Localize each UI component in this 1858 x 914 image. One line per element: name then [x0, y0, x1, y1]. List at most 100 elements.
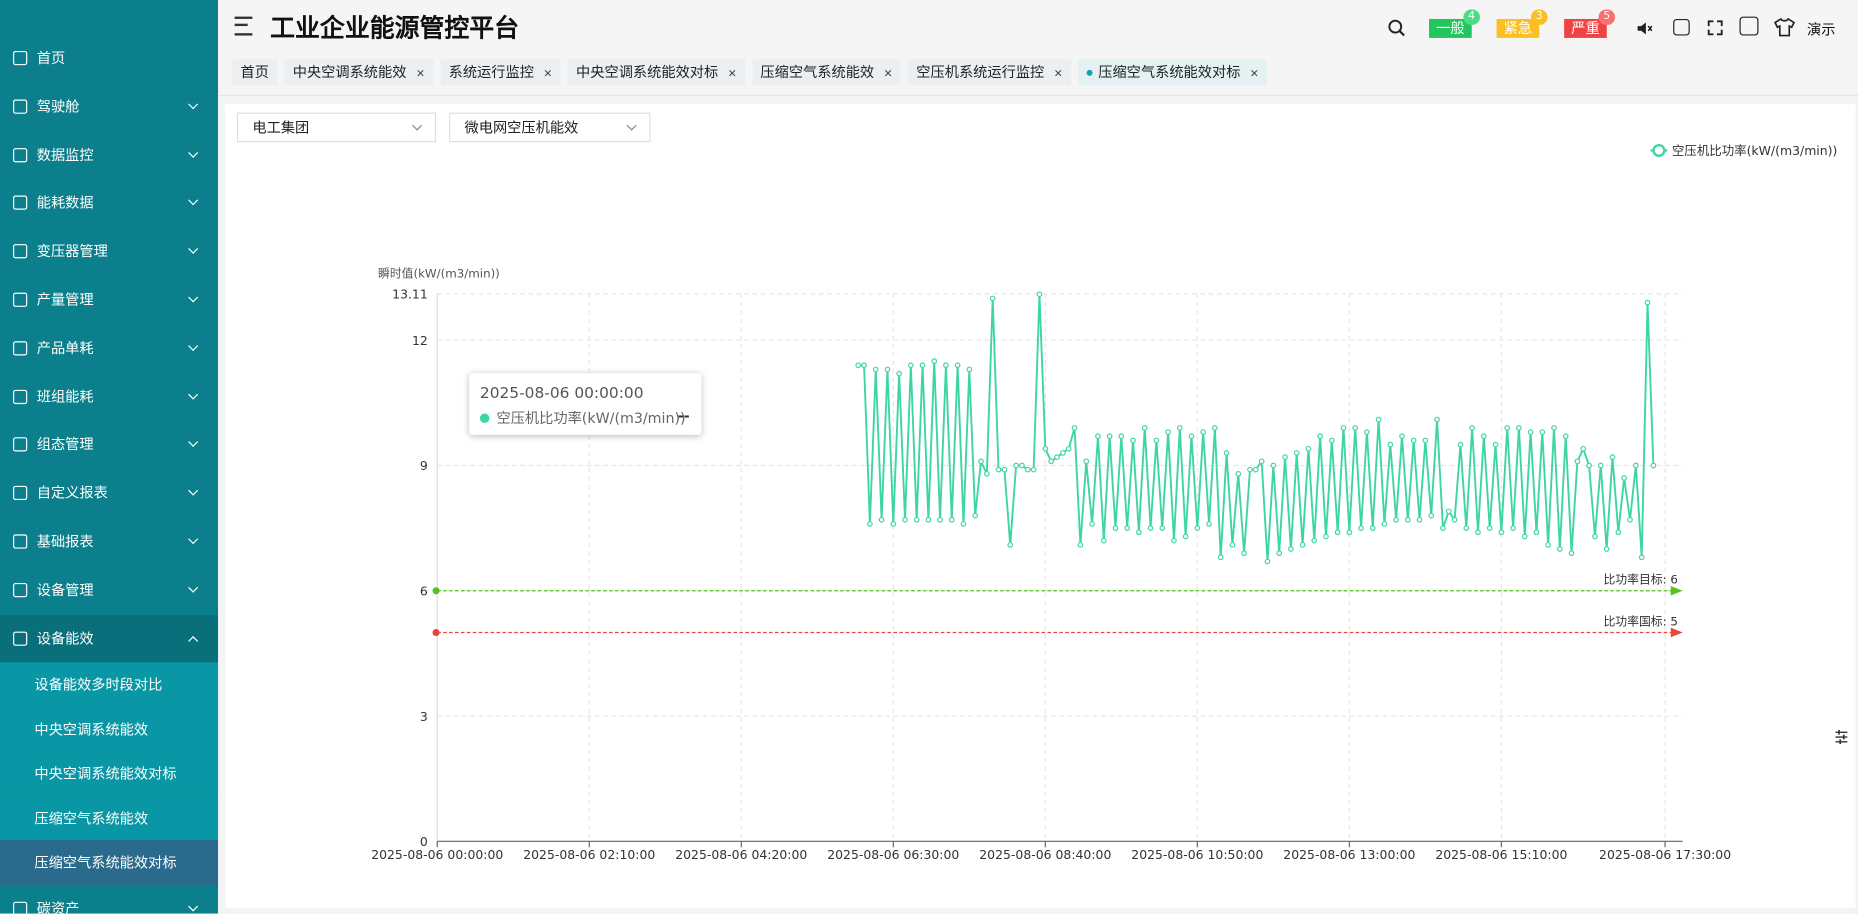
menu-item[interactable]: 产品单耗	[0, 324, 218, 371]
data-point	[1422, 437, 1429, 444]
data-point	[1229, 541, 1236, 548]
data-point	[1024, 466, 1031, 473]
mark-line-start	[432, 587, 440, 595]
data-point	[1440, 525, 1446, 531]
submenu-item[interactable]: 压缩空气系统能效	[0, 795, 219, 841]
menu-item[interactable]: 变压器管理	[0, 228, 218, 275]
tab-close[interactable]: ✕	[1053, 68, 1063, 81]
tooltip: 2025-08-06 00:00:00 空压机比功率(kW/(m3/min)) …	[469, 373, 702, 435]
menu-label: 自定义报表	[36, 484, 108, 502]
tab[interactable]: 中央空调系统能效对标 ✕	[567, 59, 745, 86]
tab[interactable]: 压缩空气系统能效对标 ✕	[1078, 59, 1268, 86]
data-point	[1176, 425, 1183, 431]
data-point	[1217, 554, 1224, 561]
menu-item[interactable]: 设备管理	[0, 566, 218, 613]
data-point	[878, 516, 885, 523]
search-icon[interactable]	[1388, 19, 1407, 38]
menu-item[interactable]: 首页	[0, 34, 218, 81]
data-point	[1416, 516, 1423, 523]
data-point	[1048, 458, 1055, 465]
fullscreen-icon[interactable]	[1707, 20, 1723, 36]
menu-item[interactable]: 设备能效	[0, 614, 219, 662]
data-point	[872, 366, 879, 373]
data-point	[1346, 529, 1353, 536]
data-point	[902, 516, 908, 523]
tab-close[interactable]: ✕	[727, 68, 737, 81]
alarm-badge[interactable]: 一般 4	[1429, 9, 1481, 38]
data-point	[1516, 425, 1522, 431]
menu-item[interactable]: 能耗数据	[0, 179, 218, 226]
menu-item[interactable]: 自定义报表	[0, 469, 218, 516]
x-tick-label: 2025-08-06 00:00:00	[371, 847, 503, 862]
data-point	[1381, 521, 1388, 527]
y-tick-label: 3	[420, 709, 428, 724]
menu-item[interactable]: 基础报表	[0, 518, 218, 565]
data-point	[1369, 525, 1376, 531]
submenu-item[interactable]: 设备能效多时段对比	[0, 662, 219, 708]
tab-label: 系统运行监控	[448, 63, 534, 81]
menu-item[interactable]: 班组能耗	[0, 373, 218, 420]
translate-icon[interactable]	[1739, 16, 1759, 36]
data-point	[1574, 458, 1581, 465]
menu-item[interactable]: 碳资产	[0, 885, 218, 914]
user-name[interactable]: 演示	[1807, 21, 1836, 38]
data-point	[1293, 450, 1300, 456]
screen-icon[interactable]	[1673, 18, 1690, 36]
submenu-item[interactable]: 中央空调系统能效对标	[0, 751, 219, 797]
data-point	[1071, 425, 1078, 431]
menu-item[interactable]: 产量管理	[0, 276, 218, 323]
tooltip-series: 空压机比功率(kW/(m3/min))	[496, 409, 686, 427]
menu-icon	[13, 582, 28, 597]
data-point	[1264, 558, 1271, 565]
data-point	[1100, 537, 1107, 544]
menu-item[interactable]: 数据监控	[0, 131, 218, 178]
menu-item[interactable]: 组态管理	[0, 421, 218, 468]
settings-icon[interactable]	[1834, 729, 1848, 745]
data-point	[1504, 425, 1511, 431]
data-point	[1065, 445, 1072, 452]
tab[interactable]: 压缩空气系统能效 ✕	[752, 59, 901, 86]
submenu-item[interactable]: 压缩空气系统能效对标	[0, 840, 219, 886]
badge-label: 一般	[1436, 20, 1465, 37]
data-point	[1334, 529, 1341, 536]
submenu-item[interactable]: 中央空调系统能效	[0, 706, 219, 752]
tab-close[interactable]: ✕	[1249, 68, 1259, 81]
menu-item[interactable]: 驾驶舱	[0, 83, 218, 130]
data-point	[1457, 441, 1464, 448]
data-point	[1112, 525, 1119, 531]
tab-close[interactable]: ✕	[415, 68, 425, 81]
group-select[interactable]: 电工集团	[236, 112, 437, 143]
mute-icon[interactable]	[1636, 19, 1653, 36]
menu-icon	[13, 437, 28, 452]
data-point	[984, 471, 990, 477]
view-select[interactable]: 微电网空压机能效	[449, 112, 651, 143]
data-point	[1030, 466, 1037, 473]
tab[interactable]: 空压机系统运行监控 ✕	[907, 59, 1071, 86]
alarm-badge[interactable]: 严重 5	[1564, 9, 1616, 38]
data-point	[1060, 450, 1066, 456]
menu-toggle[interactable]	[234, 16, 253, 36]
mark-line-arrow	[1670, 627, 1683, 638]
tab[interactable]: 首页	[232, 59, 278, 86]
data-point	[1568, 550, 1575, 557]
data-point	[1375, 416, 1382, 423]
data-point	[925, 516, 932, 523]
sidebar: 首页 驾驶舱 数据监控 能耗数据 变压器管理 产量管理 产品单耗 班组能耗 组态管理自定义报表基…	[0, 0, 219, 914]
alarm-badge[interactable]: 紧急 3	[1496, 9, 1548, 38]
tab-close[interactable]: ✕	[543, 68, 553, 81]
tab-label: 首页	[240, 63, 270, 81]
data-point	[1451, 516, 1458, 523]
tab[interactable]: 中央空调系统能效 ✕	[284, 59, 434, 86]
data-point	[884, 366, 891, 373]
y-tick-label: 12	[412, 333, 428, 348]
data-point	[1580, 445, 1587, 452]
data-point	[1603, 546, 1610, 552]
menu-icon	[13, 534, 28, 549]
data-point	[1638, 554, 1645, 561]
tab[interactable]: 系统运行监控 ✕	[440, 59, 561, 86]
data-point	[1311, 537, 1318, 544]
tab-close[interactable]: ✕	[883, 68, 893, 81]
submenu-label: 设备能效多时段对比	[34, 676, 163, 694]
theme-icon[interactable]	[1773, 17, 1796, 37]
